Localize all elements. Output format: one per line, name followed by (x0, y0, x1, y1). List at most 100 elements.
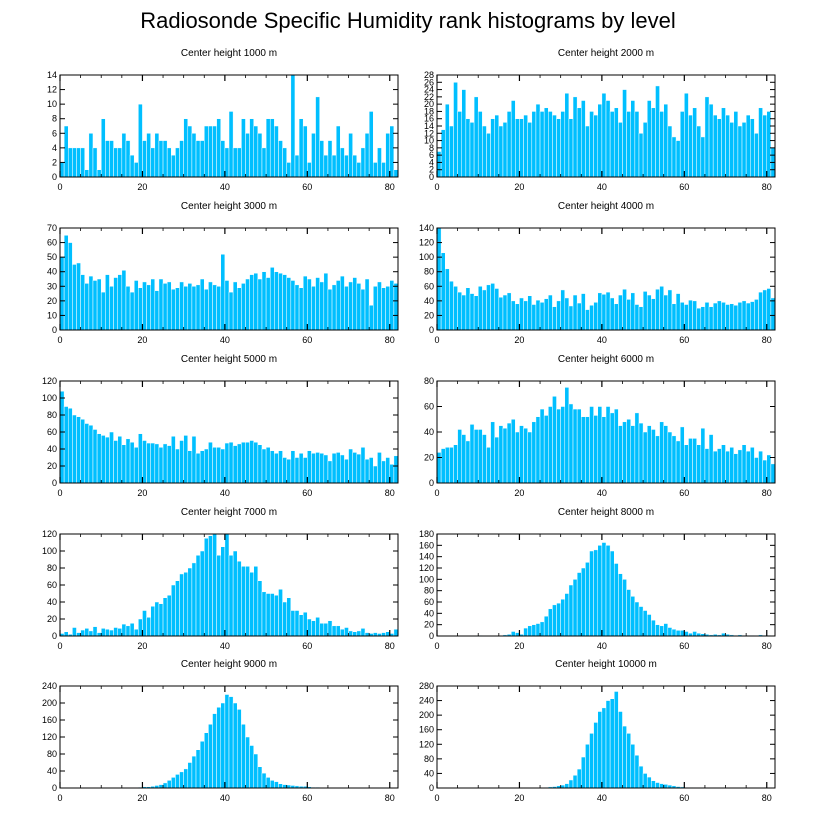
histogram-bar (307, 450, 312, 484)
histogram-bar (510, 631, 516, 637)
histogram-bar (721, 107, 726, 178)
histogram-bar (461, 89, 467, 178)
y-tick-label: 120 (419, 563, 434, 573)
histogram-bar (457, 429, 462, 484)
histogram-bar (651, 107, 656, 178)
histogram-bar (568, 584, 574, 637)
histogram-bar (552, 114, 557, 178)
histogram-bar (436, 227, 442, 331)
y-tick-label: 20 (424, 620, 434, 630)
histogram-bar (72, 414, 77, 484)
y-tick-label: 12 (47, 85, 57, 95)
histogram-bar (63, 631, 69, 637)
histogram-bar (572, 408, 578, 484)
histogram-bar (150, 606, 156, 637)
histogram-bar (327, 620, 333, 637)
histogram-bar (638, 606, 644, 637)
histogram-bar (704, 96, 710, 178)
histogram-bar (671, 303, 677, 331)
histogram-bar (377, 452, 382, 484)
histogram-bar (630, 744, 636, 789)
histogram-bar (88, 133, 94, 178)
histogram-bar (560, 406, 566, 484)
histogram-bar (171, 436, 176, 484)
histogram-bar (183, 435, 189, 484)
histogram-bar (290, 450, 296, 484)
x-tick-label: 0 (57, 793, 62, 803)
y-tick-label: 20 (47, 614, 57, 624)
histogram-bar (646, 100, 652, 178)
histogram-bar (708, 434, 714, 484)
histogram-bar (212, 125, 217, 178)
histogram-bar (158, 447, 164, 484)
histogram-bar (129, 291, 135, 331)
histogram-bar (515, 431, 520, 484)
histogram-bar (589, 406, 594, 484)
plot-frame (59, 74, 399, 178)
histogram-bar (453, 82, 458, 178)
histogram-bar (208, 441, 213, 484)
x-tick-label: 0 (434, 335, 439, 345)
histogram-bar (72, 627, 77, 637)
histogram-bar (725, 114, 730, 178)
histogram-bar (556, 118, 561, 178)
histogram-bar (220, 140, 226, 178)
histogram-bar (245, 441, 250, 484)
histogram-bar (340, 454, 345, 484)
histogram-bar (572, 579, 578, 637)
histogram-bar (224, 147, 230, 178)
histogram-bar (142, 440, 147, 484)
histogram-bar (294, 610, 300, 637)
histogram-bar (117, 274, 123, 331)
histogram-bar (84, 169, 90, 178)
histogram-bar (92, 147, 98, 178)
histogram-bar (692, 107, 697, 178)
histogram-bar (117, 147, 123, 178)
histogram-bar (356, 162, 362, 178)
histogram-bar (216, 447, 222, 484)
histogram-bar (241, 566, 246, 637)
histogram-bar (539, 621, 545, 637)
histogram-bar (745, 450, 751, 484)
histogram-bar (453, 444, 458, 484)
histogram-bar (67, 407, 73, 484)
x-tick-label: 20 (137, 488, 147, 498)
histogram-bar (440, 448, 446, 484)
histogram-bar (302, 275, 308, 331)
histogram-bar (269, 267, 275, 331)
histogram-bar (199, 278, 205, 331)
y-tick-label: 120 (419, 238, 434, 248)
histogram-bar (585, 562, 590, 637)
histogram-bar (531, 111, 537, 178)
x-tick-label: 60 (302, 793, 312, 803)
histogram-bar (609, 111, 615, 178)
x-tick-label: 0 (57, 335, 62, 345)
histogram-bar (601, 542, 607, 637)
histogram-bar (704, 302, 710, 331)
histogram-bar (519, 297, 524, 331)
histogram-bar (179, 281, 184, 331)
histogram-bar (340, 147, 345, 178)
histogram-bar (663, 294, 669, 331)
x-tick-label: 0 (434, 488, 439, 498)
histogram-bar (199, 741, 205, 789)
histogram-bar (700, 427, 706, 484)
histogram-bar (105, 274, 110, 331)
histogram-bar (364, 632, 370, 637)
histogram-bar (754, 133, 759, 178)
histogram-bar (381, 162, 386, 178)
histogram-bar (655, 435, 660, 484)
histogram-bar (634, 111, 640, 178)
histogram-bar (302, 457, 308, 484)
histogram-bar (171, 777, 176, 789)
histogram-bar (519, 425, 524, 484)
histogram-bar (72, 264, 77, 331)
histogram-bar (613, 303, 619, 331)
histogram-bar (175, 448, 180, 484)
histogram-bar (457, 111, 462, 178)
histogram-bar (717, 300, 722, 331)
y-tick-label: 60 (424, 597, 434, 607)
histogram-bar (216, 286, 222, 331)
y-tick-label: 14 (424, 121, 434, 131)
histogram-bar (762, 459, 768, 484)
